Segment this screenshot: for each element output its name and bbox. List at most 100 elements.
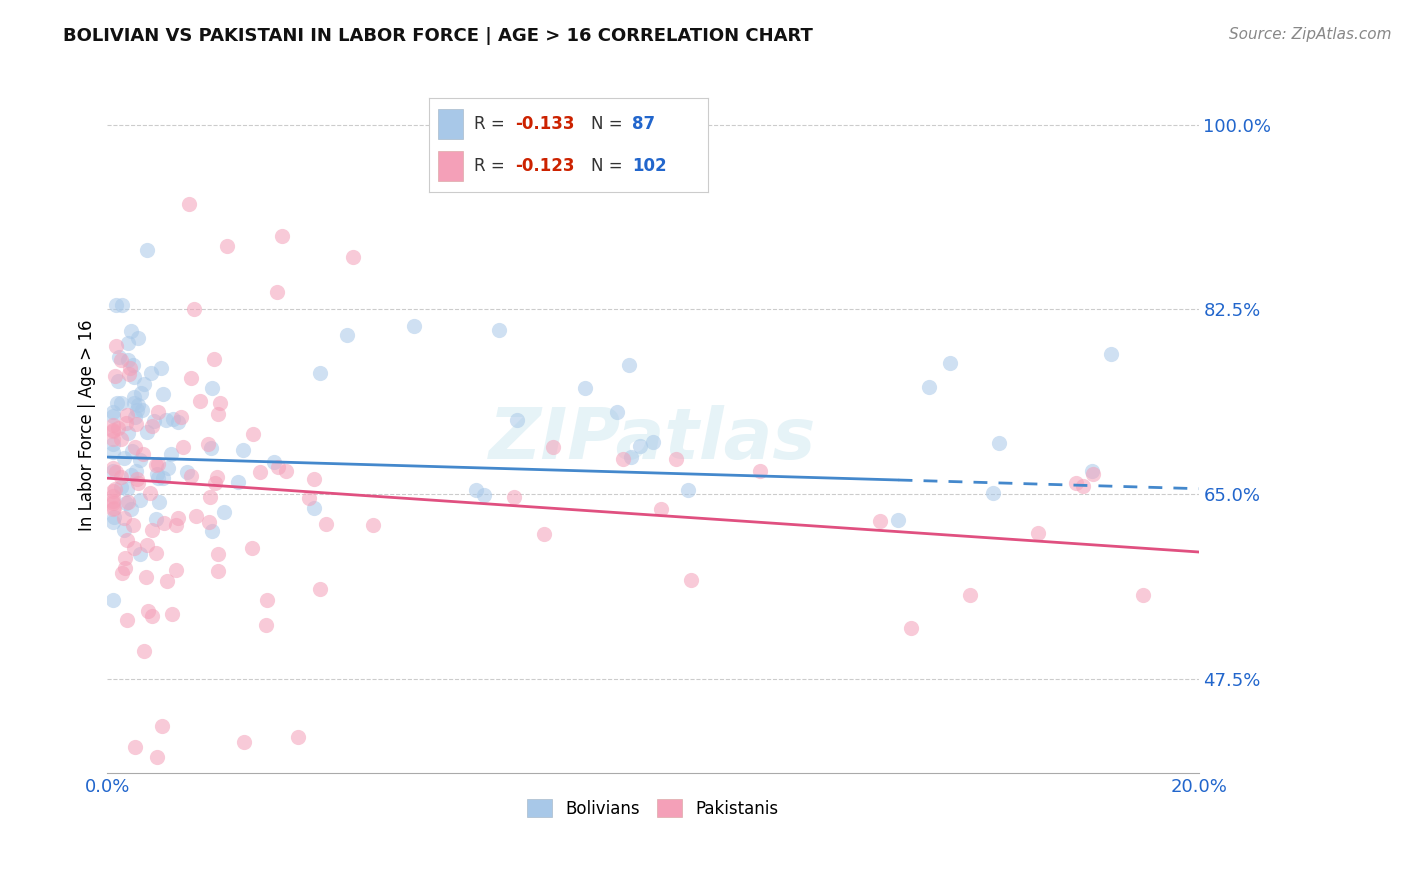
Point <box>606 405 628 419</box>
Point <box>110 396 132 410</box>
Point <box>136 604 159 618</box>
Point <box>122 369 145 384</box>
Point <box>122 518 145 533</box>
Point <box>988 436 1011 450</box>
Point <box>254 617 277 632</box>
Point <box>160 447 183 461</box>
Point <box>101 464 124 478</box>
Point <box>304 472 326 486</box>
Point <box>160 607 183 622</box>
Point <box>128 493 150 508</box>
Point <box>271 228 294 243</box>
Point <box>114 550 136 565</box>
Point <box>101 409 124 423</box>
Point <box>336 327 359 342</box>
Point <box>172 441 194 455</box>
Point <box>1083 467 1105 481</box>
Point <box>1080 464 1102 478</box>
Point <box>143 414 166 428</box>
Point <box>101 423 124 437</box>
Point <box>124 740 146 755</box>
Point <box>101 432 124 446</box>
Point <box>918 380 941 394</box>
Point <box>152 471 174 485</box>
Point <box>197 437 219 451</box>
Point <box>198 490 221 504</box>
Point <box>135 570 157 584</box>
Point <box>128 453 150 467</box>
Point <box>959 588 981 602</box>
Point <box>115 613 138 627</box>
Point <box>212 505 235 519</box>
Point <box>148 405 170 419</box>
Point <box>101 418 124 433</box>
Point <box>120 467 142 482</box>
Point <box>101 445 124 459</box>
Point <box>167 415 190 429</box>
Point <box>938 356 960 370</box>
Point <box>127 330 149 344</box>
Point <box>128 548 150 562</box>
Point <box>148 495 170 509</box>
Point <box>869 514 891 528</box>
Point <box>204 476 226 491</box>
Point <box>146 471 169 485</box>
Point <box>107 375 129 389</box>
Point <box>107 420 129 434</box>
Point <box>188 393 211 408</box>
Point <box>361 517 384 532</box>
Point <box>165 518 187 533</box>
Point <box>121 358 143 372</box>
Point <box>104 339 127 353</box>
Point <box>886 513 908 527</box>
Point <box>101 437 124 451</box>
Point <box>628 438 651 452</box>
Point <box>207 408 229 422</box>
Legend: Bolivians, Pakistanis: Bolivians, Pakistanis <box>520 793 785 824</box>
Point <box>110 479 132 493</box>
Point <box>209 396 232 410</box>
Point <box>506 413 529 427</box>
Point <box>101 461 124 475</box>
Point <box>105 298 128 312</box>
Point <box>125 417 148 432</box>
Point <box>101 515 124 529</box>
Point <box>136 538 159 552</box>
Point <box>127 475 149 490</box>
Point <box>103 509 125 524</box>
Point <box>141 418 163 433</box>
Point <box>115 533 138 547</box>
Point <box>101 496 124 510</box>
Point <box>112 451 135 466</box>
Point <box>112 511 135 525</box>
Point <box>107 350 129 364</box>
Point <box>650 502 672 516</box>
Point <box>465 483 488 498</box>
Point <box>309 366 332 380</box>
Point <box>117 426 139 441</box>
Point <box>402 318 425 333</box>
Point <box>129 385 152 400</box>
Point <box>124 410 146 425</box>
Point <box>309 582 332 597</box>
Point <box>207 547 229 561</box>
Point <box>101 593 124 607</box>
Point <box>205 470 228 484</box>
Point <box>146 750 169 764</box>
Point <box>574 381 596 395</box>
Point <box>117 495 139 509</box>
Point <box>105 465 128 479</box>
Point <box>502 490 524 504</box>
Point <box>152 387 174 401</box>
Point <box>101 489 124 503</box>
Point <box>533 527 555 541</box>
Point <box>134 377 156 392</box>
Point <box>217 239 239 253</box>
Point <box>543 440 565 454</box>
Point <box>180 468 202 483</box>
Point <box>141 608 163 623</box>
Point <box>201 381 224 395</box>
Point <box>226 475 249 489</box>
Point <box>665 452 688 467</box>
Point <box>287 730 309 744</box>
